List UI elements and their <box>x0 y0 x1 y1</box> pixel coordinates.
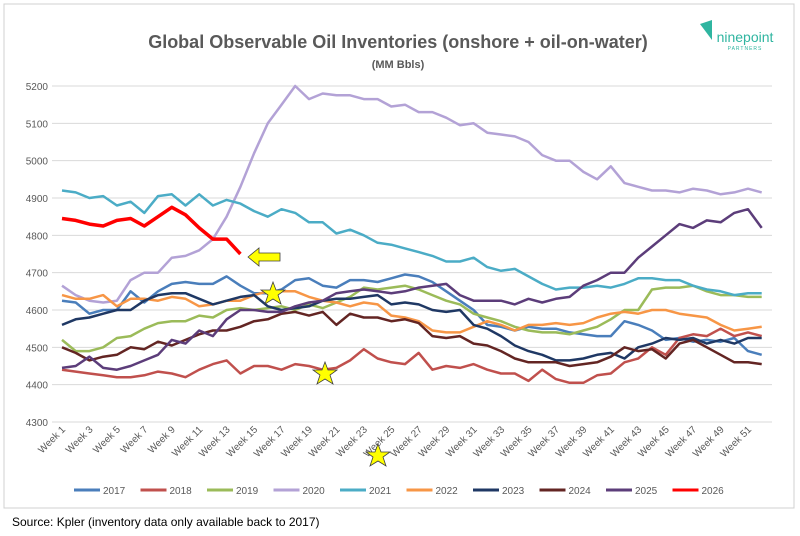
lines <box>61 84 763 385</box>
y-tick-label: 5100 <box>26 119 49 130</box>
legend-label: 2019 <box>236 486 259 497</box>
legend-label: 2020 <box>303 486 326 497</box>
y-tick-label: 5200 <box>26 82 49 93</box>
series-line <box>61 84 763 304</box>
series-line <box>61 290 762 334</box>
arrow-annotation <box>247 247 281 267</box>
legend-label: 2018 <box>170 486 193 497</box>
y-tick-label: 4900 <box>26 194 49 205</box>
star-annotation <box>311 360 339 385</box>
star-annotation <box>259 280 287 305</box>
legend-label: 2017 <box>103 486 126 497</box>
series-line <box>61 207 763 371</box>
source-note: Source: Kpler (inventory data only avail… <box>12 515 320 529</box>
y-tick-label: 4300 <box>26 418 49 429</box>
legend-label: 2026 <box>702 486 725 497</box>
series-line <box>61 205 242 256</box>
y-tick-label: 4800 <box>26 231 49 242</box>
star-annotation <box>364 442 392 467</box>
y-tick-label: 4600 <box>26 306 49 317</box>
series-line <box>61 273 763 357</box>
legend: 2017 2018 2019 2020 2021 2022 2023 2024 2025 2026 <box>74 486 724 497</box>
series-line <box>61 291 762 362</box>
legend-label: 2024 <box>569 486 592 497</box>
legend-label: 2025 <box>635 486 658 497</box>
logo-subtext: PARTNERS <box>728 46 763 52</box>
annotations <box>247 247 392 467</box>
legend-label: 2022 <box>436 486 459 497</box>
logo-mark <box>700 20 712 40</box>
legend-label: 2023 <box>502 486 525 497</box>
y-tick-label: 5000 <box>26 157 49 168</box>
series-line <box>61 284 762 353</box>
chart-frame <box>3 3 795 509</box>
y-tick-label: 4700 <box>26 269 49 280</box>
chart-subtitle: (MM Bbls) <box>372 59 425 71</box>
legend-label: 2021 <box>369 486 392 497</box>
chart-title: Global Observable Oil Inventories (onsho… <box>148 32 648 52</box>
series-line <box>61 189 762 297</box>
logo-text: ninepoint <box>717 29 774 45</box>
logo: ninepoint PARTNERS <box>700 20 774 52</box>
y-tick-label: 4400 <box>26 381 49 392</box>
y-tick-label: 4500 <box>26 343 49 354</box>
series-line <box>61 327 763 385</box>
